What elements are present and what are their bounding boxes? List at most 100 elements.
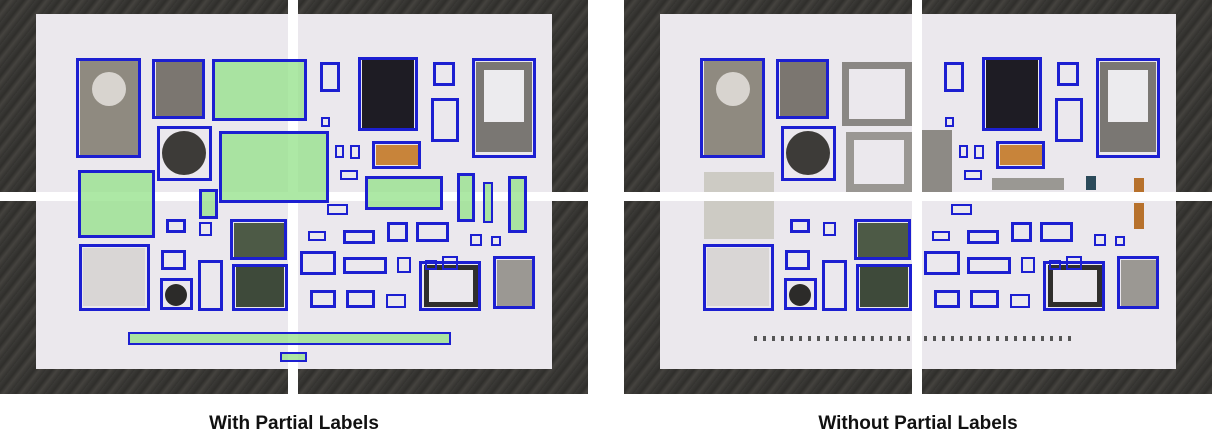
circuit-board xyxy=(236,267,284,307)
bounding-box xyxy=(310,290,336,308)
partial-label-box xyxy=(128,332,451,345)
bounding-box xyxy=(198,260,223,311)
bounding-box xyxy=(340,170,358,180)
circuit-board xyxy=(860,267,908,307)
motor-part xyxy=(789,284,811,306)
bounding-box xyxy=(1040,222,1073,242)
lcd-screen xyxy=(362,60,414,128)
bounding-box xyxy=(974,145,984,159)
back-window xyxy=(1108,70,1148,122)
bounding-box xyxy=(822,260,847,311)
photo-tile-top-right xyxy=(922,0,1212,192)
bounding-box xyxy=(358,57,418,131)
bounding-box xyxy=(431,98,459,142)
partial-label-box xyxy=(280,352,307,362)
unlabeled-screw-row xyxy=(754,336,912,341)
bounding-box xyxy=(79,244,150,311)
chassis-part xyxy=(780,62,826,116)
bounding-box xyxy=(951,204,972,215)
bounding-box xyxy=(320,62,340,92)
caption-with-partial-labels: With Partial Labels xyxy=(209,413,379,434)
bounding-box xyxy=(327,204,348,215)
partial-label-box xyxy=(457,173,475,222)
bounding-box xyxy=(854,219,911,260)
unlabeled-frame-part xyxy=(842,62,912,126)
partial-label-box xyxy=(199,189,218,219)
bounding-box xyxy=(1010,294,1030,308)
bounding-box xyxy=(784,278,817,310)
bounding-box xyxy=(493,256,535,309)
photo-panel-without-partial-labels xyxy=(624,0,1212,394)
motor-part xyxy=(165,284,187,306)
bounding-box xyxy=(1055,98,1083,142)
partial-label-box xyxy=(212,59,307,121)
bounding-box xyxy=(1117,256,1159,309)
unlabeled-strip-part xyxy=(992,178,1064,190)
bounding-box xyxy=(433,62,455,86)
bounding-box xyxy=(856,264,912,311)
bounding-box xyxy=(372,141,421,169)
bounding-box xyxy=(823,222,836,236)
frame-part xyxy=(424,265,478,307)
bounding-box xyxy=(419,261,481,311)
bounding-box xyxy=(1094,234,1106,246)
unlabeled-shield-plate xyxy=(704,172,774,192)
photo-panel-with-partial-labels xyxy=(0,0,588,394)
bounding-box xyxy=(300,251,336,275)
bounding-box xyxy=(924,251,960,275)
back-window xyxy=(484,70,524,122)
circuit-board xyxy=(234,223,284,258)
partial-label-box xyxy=(508,176,527,233)
caption-without-partial-labels: Without Partial Labels xyxy=(818,413,1018,434)
bounding-box xyxy=(491,236,501,246)
bounding-box xyxy=(790,219,810,233)
bounding-box xyxy=(1096,58,1160,158)
flex-cable xyxy=(376,145,418,165)
bounding-box xyxy=(199,222,212,236)
flex-cable xyxy=(1000,145,1042,165)
bounding-box xyxy=(387,222,408,242)
bounding-box xyxy=(157,126,212,181)
bounding-box xyxy=(160,278,193,310)
unlabeled-connector xyxy=(1134,178,1144,192)
bounding-box xyxy=(1021,257,1035,273)
bounding-box xyxy=(166,219,186,233)
bounding-box xyxy=(1057,62,1079,86)
bounding-box xyxy=(944,62,964,92)
bounding-box xyxy=(230,219,287,260)
bounding-box xyxy=(967,230,999,244)
bounding-box xyxy=(700,58,765,158)
bounding-box xyxy=(934,290,960,308)
bounding-box xyxy=(386,294,406,308)
partial-label-box xyxy=(365,176,443,210)
bounding-box xyxy=(1043,261,1105,311)
bounding-box xyxy=(959,145,968,158)
bounding-box xyxy=(945,117,954,127)
unlabeled-connector xyxy=(1086,176,1096,190)
unlabeled-connector xyxy=(1134,203,1144,229)
bounding-box xyxy=(1011,222,1032,242)
battery xyxy=(1121,260,1157,306)
unlabeled-chassis-part xyxy=(922,130,952,192)
bounding-box xyxy=(470,234,482,246)
unlabeled-frame-part xyxy=(846,132,912,192)
frame-part xyxy=(1048,265,1102,307)
bounding-box xyxy=(703,244,774,311)
rear-cover xyxy=(83,248,145,306)
lens-ring xyxy=(716,72,750,106)
bounding-box xyxy=(472,58,536,158)
partial-label-box xyxy=(219,131,329,203)
bounding-box xyxy=(335,145,344,158)
bounding-box xyxy=(161,250,186,270)
bounding-box xyxy=(397,257,411,273)
bounding-box xyxy=(932,231,950,241)
bounding-box xyxy=(343,230,375,244)
battery xyxy=(497,260,533,306)
lens-assembly xyxy=(786,131,830,175)
circuit-board xyxy=(858,223,908,258)
partial-label-box xyxy=(78,170,155,238)
partial-label-box xyxy=(483,182,493,223)
bounding-box xyxy=(967,257,1011,274)
bounding-box xyxy=(350,145,360,159)
bounding-box xyxy=(970,290,999,308)
